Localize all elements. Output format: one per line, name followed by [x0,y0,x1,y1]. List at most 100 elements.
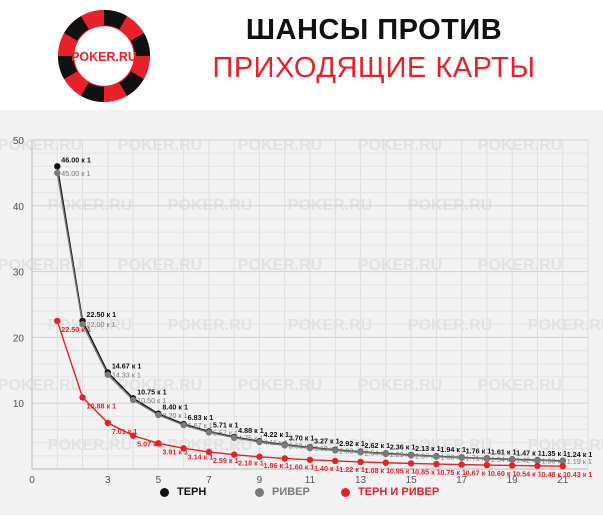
x-tick-label: 0 [29,475,35,486]
y-tick-label: 50 [13,136,25,147]
watermark-text: POKER.RU [528,437,603,454]
data-label-turn: 46.00 к 1 [61,155,91,164]
data-point-river [458,454,465,461]
data-point-river [256,438,263,446]
data-label-turn-and-river: 3.14 к 1 [188,452,214,461]
data-point-turn-and-river [534,462,541,470]
data-label-turn: 1.76 к 1 [466,446,492,455]
y-tick-label: 40 [13,202,25,213]
data-label-turn-and-river: 0.85 к 1 [415,467,441,476]
data-point-turn-and-river [79,394,86,401]
watermark-text: POKER.RU [118,137,202,154]
data-point-turn-and-river [382,459,390,466]
data-point-river [281,442,288,449]
data-label-river: 2.54 к 1 [365,448,390,457]
data-label-river: 6.67 к 1 [188,421,213,430]
legend-item-river: РИВЕР [255,486,310,498]
data-label-turn: 1.35 к 1 [541,449,567,458]
data-label-river: 8.20 к 1 [162,411,187,420]
watermark-text: POKER.RU [478,377,562,394]
watermark-text: POKER.RU [528,317,603,334]
data-point-turn-and-river [407,460,415,467]
x-tick-label: 17 [456,475,468,486]
data-label-river: 5.57 к 1 [213,428,238,437]
watermark-text: POKER.RU [478,257,562,274]
y-tick-label: 20 [13,333,25,344]
data-point-turn-and-river [180,445,187,452]
data-point-river [155,411,162,419]
data-point-turn-and-river [230,451,238,458]
watermark-text: POKER.RU [118,257,202,274]
watermark-text: POKER.RU [238,137,322,154]
legend-dot-turn [160,487,169,497]
odds-chart: POKER.RU POKER.RU POKER.RU POKER.RU POKER.RU… [0,136,603,486]
watermark-text: POKER.RU [48,437,132,454]
chart-area: POKER.RU POKER.RU POKER.RU POKER.RU POKER.RU… [0,110,603,515]
data-point-turn-and-river [332,457,339,465]
x-tick-label: 13 [355,475,367,486]
data-point-river [104,371,112,378]
data-label-turn-and-river: 3.91 к 1 [162,447,188,456]
watermark-text: POKER.RU [238,257,322,274]
data-label-turn: 8.40 к 1 [162,403,188,412]
x-tick-label: 15 [406,475,418,486]
data-label-river: 1.19 к 1 [567,457,592,466]
data-label-turn: 14.67 к 1 [112,361,142,370]
data-label-turn: 1.47 к 1 [516,448,542,457]
legend-dot-turn-and-river [341,487,350,497]
data-point-river [508,456,516,463]
x-tick-label: 19 [507,475,519,486]
data-label-turn: 2.62 к 1 [365,441,391,450]
watermark-text: POKER.RU [408,317,492,334]
watermark-text: POKER.RU [358,257,442,274]
y-tick-label: 30 [13,268,25,279]
watermark-text: POKER.RU [358,137,442,154]
data-label-river: 2.83 к 1 [339,446,364,455]
data-point-river [433,453,440,460]
data-point-river [180,421,187,429]
data-label-turn: 1.94 к 1 [440,445,466,454]
legend-dot-river [255,487,264,497]
data-label-turn: 4.22 к 1 [263,430,289,439]
x-tick-label: 7 [206,475,212,486]
data-label-turn-and-river: 7.01 к 1 [112,427,138,436]
data-label-river: 3.18 к 1 [314,444,339,453]
data-label-turn-and-river: 1.60 к 1 [289,462,315,471]
data-label-river: 2.07 к 1 [415,451,440,460]
data-label-river: 1.42 к 1 [516,456,541,465]
data-point-turn-and-river [155,440,162,447]
data-label-turn: 2.13 к 1 [415,444,441,453]
data-point-turn-and-river [104,419,112,427]
data-point-river [332,447,339,454]
data-point-turn-and-river [281,455,288,462]
watermark-text: POKER.RU [168,317,252,334]
data-label-turn-and-river: 0.95 к 1 [390,467,416,476]
data-point-river [54,169,61,177]
data-label-river: 45.00 к 1 [61,169,90,178]
data-label-river: 1.30 к 1 [541,456,566,465]
title-line-2: ПРИХОДЯЩИЕ КАРТЫ [212,52,536,84]
legend-label-turn: ТЕРН [177,486,207,498]
data-label-river: 1.71 к 1 [466,454,491,463]
data-point-river [357,449,364,456]
y-tick-label: 10 [13,399,25,410]
title-line-1: ШАНСЫ ПРОТИВ [245,14,503,46]
header: POKER.RU ШАНСЫ ПРОТИВ ПРИХОДЯЩИЕ КАРТЫ [0,0,603,108]
data-label-turn-and-river: 1.40 к 1 [314,464,340,473]
data-label-river: 10.50 к 1 [137,396,166,405]
data-label-river: 14.33 к 1 [112,371,141,380]
legend: ТЕРН РИВЕР ТЕРН И РИВЕР [0,486,603,506]
data-point-river [306,444,314,452]
watermark-text: POKER.RU [358,377,442,394]
data-label-turn-and-river: 10.88 к 1 [87,401,117,410]
legend-item-turn-and-river: ТЕРН И РИВЕР [341,486,439,498]
x-tick-label: 21 [557,475,569,486]
data-label-turn-and-river: 1.08 к 1 [365,466,391,475]
data-label-turn: 3.27 к 1 [314,436,340,445]
data-point-turn-and-river [559,462,566,470]
data-point-river [129,396,137,404]
data-label-turn-and-river: 1.22 к 1 [339,465,365,474]
data-point-river [559,457,566,465]
data-label-turn: 2.36 к 1 [390,442,416,451]
data-point-river [230,434,238,441]
